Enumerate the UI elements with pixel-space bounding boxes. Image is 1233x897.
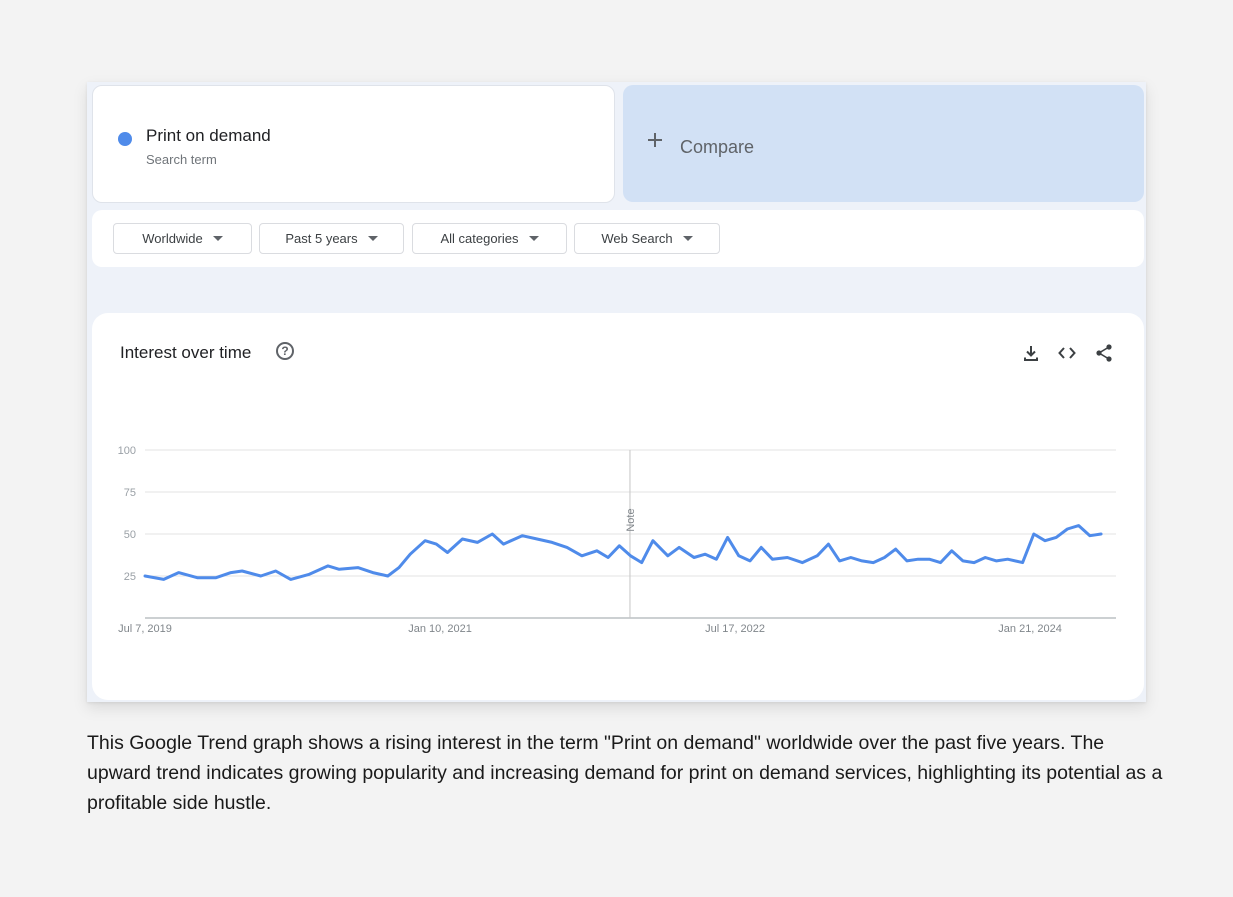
share-icon[interactable] [1094, 343, 1114, 363]
filter-bar: Worldwide Past 5 years All categories We… [92, 210, 1144, 267]
chart-title: Interest over time [120, 343, 252, 362]
x-tick-label: Jan 21, 2024 [998, 623, 1062, 635]
embed-code-icon[interactable] [1057, 343, 1077, 363]
series-color-dot [118, 132, 132, 146]
caret-down-icon [682, 236, 693, 241]
region-filter-dropdown[interactable]: Worldwide [113, 223, 252, 254]
category-filter-label: All categories [440, 231, 519, 246]
y-tick-label: 100 [118, 445, 136, 457]
caret-down-icon [528, 236, 539, 241]
time-range-filter-dropdown[interactable]: Past 5 years [259, 223, 404, 254]
download-icon[interactable] [1021, 343, 1041, 363]
trends-panel: Print on demand Search term Compare Worl… [87, 82, 1146, 702]
help-circle-icon[interactable]: ? [276, 342, 294, 360]
x-tick-label: Jan 10, 2021 [408, 623, 472, 635]
caret-down-icon [367, 236, 378, 241]
caption-text: This Google Trend graph shows a rising i… [87, 732, 1163, 814]
caret-down-icon [212, 236, 223, 241]
note-marker-label: Note [625, 508, 637, 531]
x-tick-label: Jul 17, 2022 [705, 623, 765, 635]
series-line [143, 524, 1103, 581]
time-range-filter-label: Past 5 years [285, 231, 358, 246]
x-tick-label: Jul 7, 2019 [118, 623, 172, 635]
search-type-filter-label: Web Search [601, 231, 673, 246]
search-term-card[interactable]: Print on demand Search term [92, 85, 615, 203]
compare-label: Compare [680, 137, 755, 157]
plus-icon [647, 132, 663, 148]
search-type-filter-dropdown[interactable]: Web Search [574, 223, 720, 254]
y-tick-label: 25 [124, 571, 136, 583]
compare-button[interactable]: Compare [623, 85, 1144, 202]
y-tick-label: 50 [124, 529, 136, 541]
search-term-subtitle: Search term [146, 152, 217, 167]
y-tick-label: 75 [124, 487, 136, 499]
search-term-name[interactable]: Print on demand [146, 126, 271, 145]
category-filter-dropdown[interactable]: All categories [412, 223, 567, 254]
interest-line-chart: 25 50 75 100 Jul 7, 2019 Jan 10, 2021 Jul 17, … [118, 445, 1116, 635]
region-filter-label: Worldwide [142, 231, 203, 246]
interest-over-time-card: Interest over time ? 25 50 75 100 Jul 7, 201… [92, 313, 1144, 700]
